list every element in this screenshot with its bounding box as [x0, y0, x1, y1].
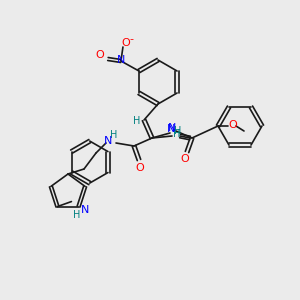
Text: O: O: [122, 38, 130, 48]
Text: H: H: [173, 129, 181, 139]
Text: O: O: [96, 50, 104, 60]
Text: N: N: [117, 55, 125, 65]
Text: O: O: [136, 163, 144, 173]
Text: O: O: [229, 120, 237, 130]
Text: N: N: [168, 123, 176, 133]
Text: -: -: [130, 34, 134, 44]
Text: H: H: [174, 126, 182, 136]
Text: N: N: [167, 124, 175, 134]
Text: H: H: [110, 130, 118, 140]
Text: H: H: [133, 116, 141, 126]
Text: H: H: [73, 210, 80, 220]
Text: O: O: [181, 154, 189, 164]
Text: N: N: [80, 205, 89, 214]
Text: N: N: [104, 136, 112, 146]
